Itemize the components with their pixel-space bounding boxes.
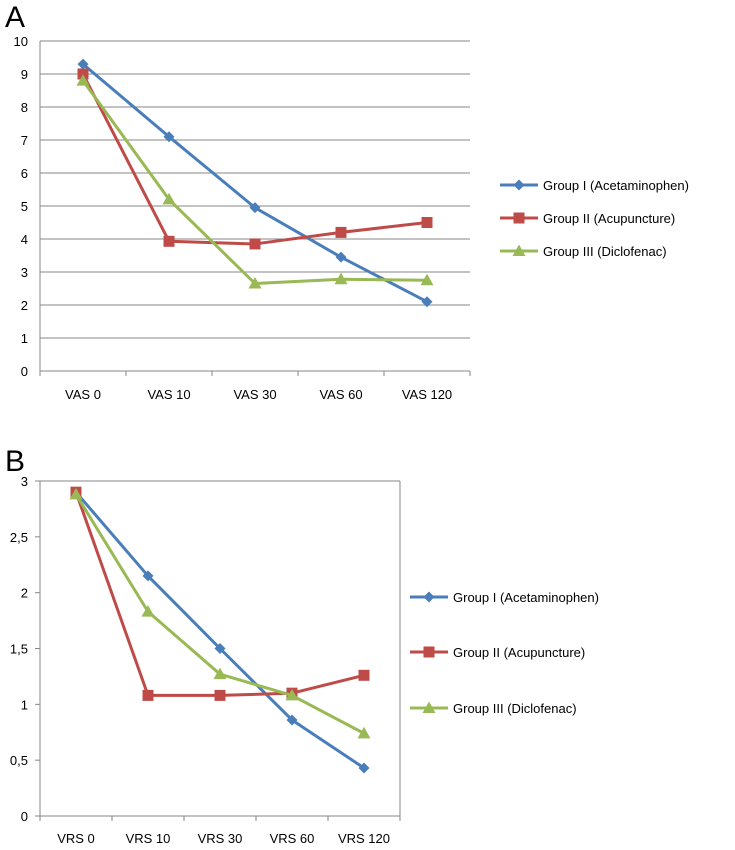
legend-entry: Group II (Acupuncture) <box>410 645 585 660</box>
data-point <box>213 667 227 680</box>
data-point <box>77 68 89 80</box>
series-1 <box>77 58 433 308</box>
data-point <box>69 487 83 500</box>
data-point <box>420 273 434 286</box>
y-tick-label: 1 <box>21 331 28 346</box>
legend-marker <box>423 646 435 658</box>
y-tick-label: 2 <box>21 586 28 601</box>
x-tick-label: VRS 120 <box>338 831 390 846</box>
data-point <box>141 605 155 617</box>
legend-label: Group I (Acetaminophen) <box>453 590 599 605</box>
series-line <box>81 73 428 246</box>
legend-label: Group II (Acupuncture) <box>453 645 585 660</box>
data-point <box>77 58 89 70</box>
data-point <box>214 689 226 701</box>
y-tick-label: 6 <box>21 166 28 181</box>
y-tick-label: 3 <box>21 265 28 280</box>
series-line <box>74 491 365 697</box>
y-tick-label: 0 <box>21 364 28 379</box>
data-point <box>286 714 298 726</box>
y-tick-label: 0,5 <box>10 753 28 768</box>
panel-letter-a: A <box>5 1 25 34</box>
y-tick-label: 2,5 <box>10 530 28 545</box>
data-point <box>358 669 370 681</box>
legend-label: Group III (Diclofenac) <box>543 244 667 259</box>
series-line <box>82 62 428 304</box>
y-tick-label: 1 <box>21 697 28 712</box>
series-line <box>81 79 428 286</box>
y-tick-label: 4 <box>21 232 28 247</box>
legend-label: Group III (Diclofenac) <box>453 701 577 716</box>
x-tick-label: VRS 30 <box>198 831 243 846</box>
legend-marker <box>512 244 526 256</box>
legend-entry: Group I (Acetaminophen) <box>410 590 599 605</box>
x-tick-label: VRS 60 <box>270 831 315 846</box>
series-3 <box>69 487 371 739</box>
series-1 <box>70 486 370 774</box>
data-point <box>335 226 347 238</box>
data-point <box>76 74 90 86</box>
data-point <box>421 217 433 228</box>
x-tick-label: VRS 0 <box>57 831 95 846</box>
series-2 <box>77 68 433 250</box>
data-point <box>248 277 262 289</box>
legend-marker <box>513 179 525 191</box>
y-tick-label: 7 <box>21 133 28 148</box>
legend-label: Group II (Acupuncture) <box>543 211 675 226</box>
x-tick-label: VRS 10 <box>126 831 171 846</box>
y-tick-label: 0 <box>21 809 28 824</box>
legend-marker <box>513 212 525 224</box>
y-tick-label: 8 <box>21 100 28 115</box>
series-line <box>74 491 365 770</box>
legend-entry: Group II (Acupuncture) <box>500 211 675 226</box>
data-point <box>214 643 226 654</box>
data-point <box>357 726 371 739</box>
data-point <box>163 131 175 143</box>
legend-entry: Group III (Diclofenac) <box>410 701 577 716</box>
y-tick-label: 5 <box>21 199 28 214</box>
x-tick-label: VAS 120 <box>402 387 452 402</box>
data-point <box>285 688 299 701</box>
legend-marker <box>423 591 435 603</box>
data-point <box>249 202 261 214</box>
y-tick-label: 2 <box>21 298 28 313</box>
y-tick-label: 3 <box>21 474 28 489</box>
data-point <box>163 235 175 247</box>
legend-label: Group I (Acetaminophen) <box>543 178 689 193</box>
chart-panel-a: 0 1 2 3 4 5 6 7 8 9 10 VAS 0 VAS 10 VAS 30 VAS 60 VAS 1… <box>14 34 689 402</box>
data-point <box>249 238 261 250</box>
series-3 <box>76 74 434 289</box>
panel-letter-b: B <box>5 445 25 478</box>
y-tick-label: 1,5 <box>10 642 28 657</box>
data-point <box>421 296 433 308</box>
data-point <box>162 192 176 205</box>
x-tick-label: VAS 30 <box>233 387 276 402</box>
data-point <box>358 762 370 774</box>
data-point <box>142 689 154 701</box>
x-tick-label: VAS 60 <box>319 387 362 402</box>
data-point <box>335 251 347 263</box>
legend-marker <box>422 701 436 713</box>
y-tick-label: 10 <box>14 34 28 49</box>
data-point <box>334 272 348 285</box>
y-tick-label: 9 <box>21 67 28 82</box>
data-point <box>142 570 154 582</box>
legend-entry: Group I (Acetaminophen) <box>500 178 689 193</box>
x-tick-label: VAS 10 <box>147 387 190 402</box>
legend-entry: Group III (Diclofenac) <box>500 244 667 259</box>
chart-panel-b: 0 0,5 1 1,5 2 2,5 3 VRS 0 VRS 10 VRS 30 VRS 60 VRS … <box>10 474 599 846</box>
x-tick-label: VAS 0 <box>65 387 101 402</box>
